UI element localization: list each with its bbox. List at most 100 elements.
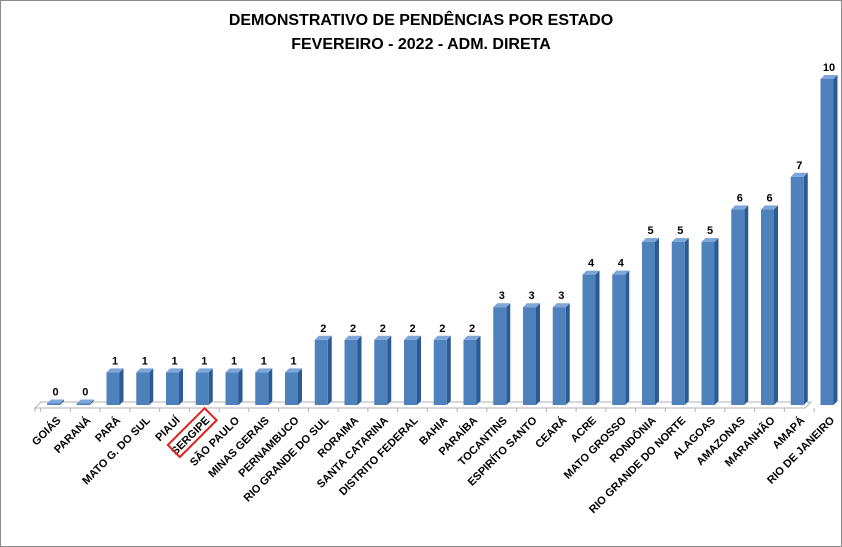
highlight-box	[166, 406, 219, 459]
bar-side	[625, 270, 630, 405]
bar-front	[790, 176, 804, 405]
value-label: 1	[261, 355, 267, 367]
bar-top	[523, 303, 540, 308]
bar-side	[60, 399, 64, 405]
bar-side	[774, 205, 778, 405]
bar	[552, 303, 570, 405]
bar	[820, 75, 838, 405]
bar-side	[714, 238, 719, 405]
bar	[76, 399, 94, 405]
bar-top	[552, 303, 570, 308]
bar-front	[731, 209, 745, 405]
value-label: 1	[142, 355, 148, 367]
bar-front	[433, 339, 447, 405]
bar	[612, 270, 630, 405]
value-label: 6	[737, 192, 743, 204]
value-label: 10	[823, 62, 835, 74]
value-label: 0	[82, 387, 88, 399]
value-label: 1	[231, 355, 237, 367]
bar-side	[327, 335, 332, 405]
bar-top	[493, 303, 511, 308]
bar-side	[684, 238, 689, 405]
value-label: 4	[618, 258, 625, 270]
bar-side	[417, 335, 421, 405]
value-label: 5	[647, 225, 653, 237]
bar-side	[446, 335, 451, 405]
bar-front	[344, 339, 358, 405]
bar-top	[166, 368, 183, 373]
bar-front	[136, 372, 150, 405]
value-label: 5	[707, 225, 713, 237]
bar-top	[374, 335, 392, 340]
bar-front	[106, 372, 120, 405]
value-label: 0	[52, 387, 58, 399]
bar	[701, 238, 719, 405]
bar	[731, 205, 749, 405]
bar-side	[89, 399, 94, 405]
bar-side	[387, 335, 392, 405]
bar-top	[642, 238, 659, 242]
bar	[463, 335, 481, 405]
bar-front	[820, 79, 834, 405]
bar-side	[298, 368, 302, 405]
value-label: 3	[499, 290, 505, 302]
bar-front	[255, 372, 269, 405]
bar	[285, 368, 302, 405]
bar-front	[374, 339, 388, 405]
bar-front	[642, 242, 655, 405]
category-label: CEARÁ	[533, 414, 570, 451]
bar-side	[744, 205, 749, 405]
value-label: 2	[469, 323, 475, 335]
value-label: 5	[677, 225, 683, 237]
bar-side	[565, 303, 570, 405]
bar-top	[731, 205, 749, 210]
bar	[523, 303, 540, 405]
bar-front	[582, 274, 596, 405]
value-label: 4	[588, 258, 595, 270]
bars-group	[47, 75, 838, 405]
bar	[761, 205, 778, 405]
value-label: 2	[439, 323, 445, 335]
bar-top	[761, 205, 778, 210]
bar-front	[47, 403, 60, 405]
bar-side	[119, 368, 124, 405]
bar-top	[285, 368, 302, 373]
bar-top	[433, 335, 451, 340]
bar-top	[404, 335, 421, 340]
bar-top	[106, 368, 124, 373]
value-label: 3	[528, 290, 534, 302]
bar-front	[761, 209, 774, 405]
bar-top	[76, 399, 94, 404]
bar-side	[208, 368, 213, 405]
chart-subtitle: FEVEREIRO - 2022 - ADM. DIRETA	[291, 36, 551, 53]
bar-top	[820, 75, 838, 79]
bar-front	[612, 274, 626, 405]
value-label: 1	[201, 355, 207, 367]
bar-side	[179, 368, 183, 405]
bar-front	[76, 403, 90, 405]
bar	[642, 238, 659, 405]
bar-front	[166, 372, 179, 405]
bar-side	[833, 75, 838, 405]
bar-top	[195, 368, 213, 373]
bar-side	[149, 368, 154, 405]
bar-front	[671, 242, 685, 405]
bar-front	[701, 242, 715, 405]
bar-side	[803, 172, 808, 405]
bar-top	[47, 399, 64, 404]
bar-top	[612, 270, 630, 275]
bar	[47, 399, 64, 405]
value-label: 2	[320, 323, 326, 335]
bar-top	[314, 335, 332, 340]
bar	[493, 303, 511, 405]
bar-side	[655, 238, 659, 405]
bar	[195, 368, 213, 405]
bar-front	[523, 307, 536, 405]
bar	[344, 335, 362, 405]
value-label: 1	[112, 355, 118, 367]
bar	[671, 238, 689, 405]
bar-side	[595, 270, 600, 405]
value-label: 1	[171, 355, 177, 367]
bar-side	[357, 335, 362, 405]
